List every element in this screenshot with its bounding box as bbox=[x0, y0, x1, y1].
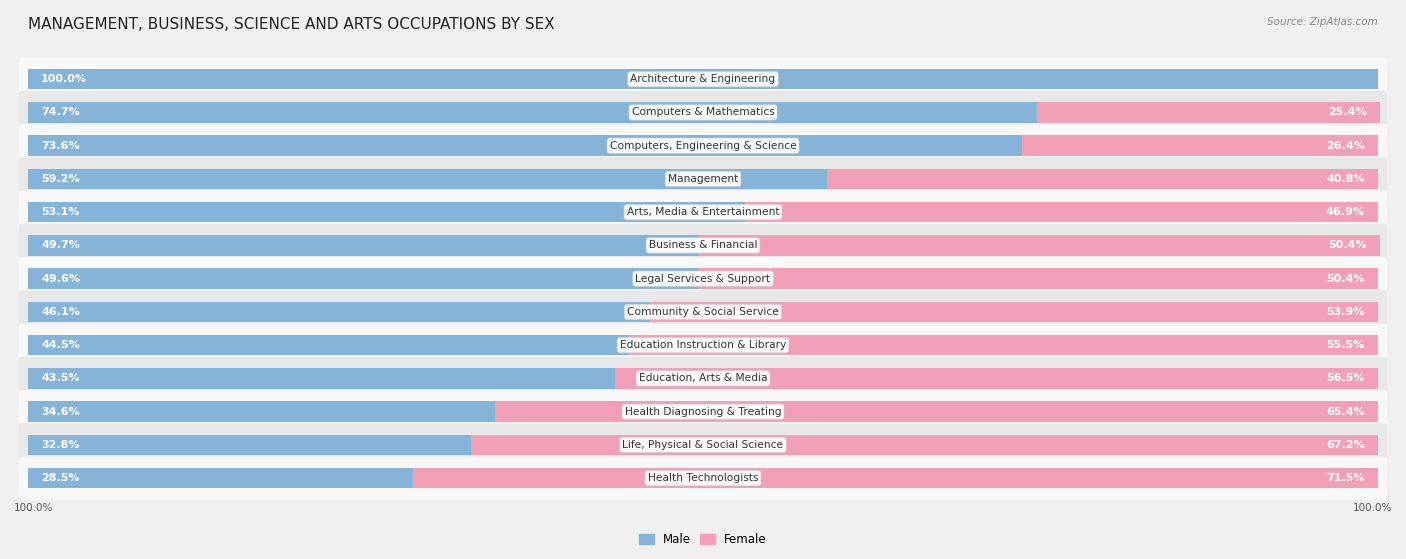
Bar bbox=[28, 401, 495, 422]
FancyBboxPatch shape bbox=[18, 290, 1388, 334]
Bar bbox=[699, 235, 1379, 255]
Bar bbox=[28, 69, 1378, 89]
FancyBboxPatch shape bbox=[18, 390, 1388, 433]
Text: Source: ZipAtlas.com: Source: ZipAtlas.com bbox=[1267, 17, 1378, 27]
Text: 25.4%: 25.4% bbox=[1327, 107, 1367, 117]
Text: Community & Social Service: Community & Social Service bbox=[627, 307, 779, 317]
Text: 43.5%: 43.5% bbox=[41, 373, 80, 383]
Text: Business & Financial: Business & Financial bbox=[648, 240, 758, 250]
Text: Arts, Media & Entertainment: Arts, Media & Entertainment bbox=[627, 207, 779, 217]
Text: Legal Services & Support: Legal Services & Support bbox=[636, 274, 770, 283]
Bar bbox=[651, 302, 1378, 322]
Text: 26.4%: 26.4% bbox=[1326, 141, 1365, 151]
Text: 34.6%: 34.6% bbox=[41, 406, 80, 416]
Bar bbox=[28, 235, 699, 255]
Text: 59.2%: 59.2% bbox=[41, 174, 80, 184]
Legend: Male, Female: Male, Female bbox=[634, 528, 772, 551]
Text: Management: Management bbox=[668, 174, 738, 184]
Text: 67.2%: 67.2% bbox=[1326, 440, 1365, 450]
Text: Education, Arts & Media: Education, Arts & Media bbox=[638, 373, 768, 383]
Bar bbox=[697, 268, 1378, 289]
Text: 53.1%: 53.1% bbox=[41, 207, 80, 217]
FancyBboxPatch shape bbox=[18, 423, 1388, 467]
Bar bbox=[28, 102, 1036, 123]
Text: 49.6%: 49.6% bbox=[41, 274, 80, 283]
Text: 50.4%: 50.4% bbox=[1327, 240, 1367, 250]
Text: Life, Physical & Social Science: Life, Physical & Social Science bbox=[623, 440, 783, 450]
Text: 71.5%: 71.5% bbox=[1326, 473, 1365, 483]
FancyBboxPatch shape bbox=[18, 457, 1388, 500]
Text: 28.5%: 28.5% bbox=[41, 473, 80, 483]
FancyBboxPatch shape bbox=[18, 91, 1388, 134]
Text: 56.5%: 56.5% bbox=[1326, 373, 1365, 383]
Bar bbox=[28, 368, 616, 389]
Bar bbox=[616, 368, 1378, 389]
Text: Health Diagnosing & Treating: Health Diagnosing & Treating bbox=[624, 406, 782, 416]
FancyBboxPatch shape bbox=[18, 124, 1388, 167]
Text: 32.8%: 32.8% bbox=[41, 440, 80, 450]
Text: 74.7%: 74.7% bbox=[41, 107, 80, 117]
Text: Education Instruction & Library: Education Instruction & Library bbox=[620, 340, 786, 350]
Text: 55.5%: 55.5% bbox=[1327, 340, 1365, 350]
FancyBboxPatch shape bbox=[18, 58, 1388, 101]
Bar bbox=[28, 202, 745, 222]
FancyBboxPatch shape bbox=[18, 257, 1388, 300]
Text: Computers & Mathematics: Computers & Mathematics bbox=[631, 107, 775, 117]
Text: 73.6%: 73.6% bbox=[41, 141, 80, 151]
Text: 50.4%: 50.4% bbox=[1326, 274, 1365, 283]
FancyBboxPatch shape bbox=[18, 157, 1388, 201]
FancyBboxPatch shape bbox=[18, 357, 1388, 400]
Bar bbox=[28, 434, 471, 455]
Bar bbox=[745, 202, 1378, 222]
Bar bbox=[28, 335, 628, 356]
Text: 65.4%: 65.4% bbox=[1326, 406, 1365, 416]
FancyBboxPatch shape bbox=[18, 224, 1388, 267]
Bar bbox=[28, 268, 697, 289]
Text: 40.8%: 40.8% bbox=[1326, 174, 1365, 184]
Bar bbox=[471, 434, 1378, 455]
Bar bbox=[495, 401, 1378, 422]
Text: 100.0%: 100.0% bbox=[14, 503, 53, 513]
Bar bbox=[1036, 102, 1379, 123]
Text: 49.7%: 49.7% bbox=[41, 240, 80, 250]
Text: 100.0%: 100.0% bbox=[41, 74, 87, 84]
FancyBboxPatch shape bbox=[18, 324, 1388, 367]
Bar bbox=[827, 169, 1378, 190]
Text: 46.1%: 46.1% bbox=[41, 307, 80, 317]
FancyBboxPatch shape bbox=[18, 191, 1388, 234]
Bar bbox=[28, 135, 1022, 156]
Text: 46.9%: 46.9% bbox=[1326, 207, 1365, 217]
Bar bbox=[28, 302, 651, 322]
Text: Computers, Engineering & Science: Computers, Engineering & Science bbox=[610, 141, 796, 151]
Text: MANAGEMENT, BUSINESS, SCIENCE AND ARTS OCCUPATIONS BY SEX: MANAGEMENT, BUSINESS, SCIENCE AND ARTS O… bbox=[28, 17, 555, 32]
Bar bbox=[628, 335, 1378, 356]
Bar bbox=[412, 468, 1378, 489]
Text: 44.5%: 44.5% bbox=[41, 340, 80, 350]
Bar bbox=[1022, 135, 1378, 156]
Text: 100.0%: 100.0% bbox=[1353, 503, 1392, 513]
Text: Architecture & Engineering: Architecture & Engineering bbox=[630, 74, 776, 84]
Text: 53.9%: 53.9% bbox=[1326, 307, 1365, 317]
Text: Health Technologists: Health Technologists bbox=[648, 473, 758, 483]
Bar bbox=[28, 468, 412, 489]
Bar bbox=[28, 169, 827, 190]
